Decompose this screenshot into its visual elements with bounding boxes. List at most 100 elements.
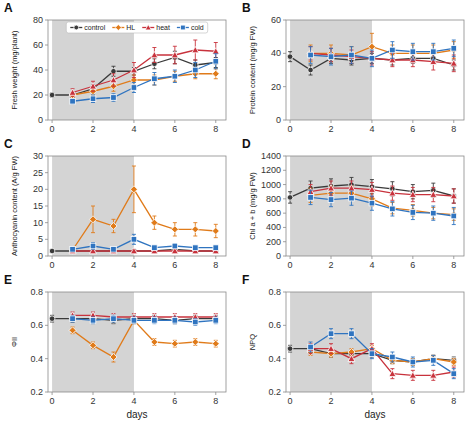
point-marker — [213, 318, 219, 324]
point-marker — [111, 247, 117, 253]
point-marker — [172, 73, 178, 79]
point-marker — [151, 339, 158, 346]
y-tick — [283, 20, 286, 21]
panel-label: A — [4, 1, 13, 15]
y-tick-label: 15 — [33, 201, 43, 211]
point-marker — [111, 316, 117, 322]
point-marker — [431, 210, 437, 216]
error-bar — [214, 317, 218, 324]
y-tick — [45, 392, 48, 393]
error-bar — [390, 42, 394, 59]
panel: 024680200400600800100012001400Chl a + b … — [242, 137, 464, 270]
error-bar — [452, 369, 456, 379]
error-bar — [411, 359, 415, 366]
x-tick — [133, 392, 134, 395]
series-line — [52, 58, 216, 96]
point-marker — [69, 327, 76, 334]
y-tick-label: 0 — [38, 251, 43, 261]
point-marker — [192, 47, 199, 53]
legend-label: control — [84, 24, 105, 31]
error-bar — [370, 349, 374, 359]
x-tick — [371, 256, 372, 259]
legend-item: HL — [112, 24, 135, 31]
legend-marker — [74, 25, 79, 30]
error-bar — [329, 48, 333, 65]
y-tick — [45, 292, 48, 293]
point-marker — [348, 355, 355, 361]
point-marker — [410, 359, 416, 365]
point-marker — [328, 185, 335, 191]
point-marker — [308, 195, 314, 201]
series-line — [73, 320, 216, 357]
x-tick — [174, 120, 175, 123]
y-tick — [45, 172, 48, 173]
x-tick-label: 8 — [213, 124, 218, 134]
point-marker — [390, 47, 396, 53]
plot-area — [287, 156, 457, 256]
x-tick-label: 6 — [410, 260, 415, 270]
y-axis-label: Fresh weight (mg/plant) — [10, 30, 19, 109]
y-tick — [45, 70, 48, 71]
point-marker — [409, 359, 416, 366]
y-tick — [45, 256, 48, 257]
point-marker — [151, 52, 158, 58]
x-tick-label: 2 — [91, 396, 96, 406]
point-marker — [369, 351, 375, 357]
error-bar — [309, 47, 313, 64]
x-tick-label: 8 — [213, 260, 218, 270]
point-marker — [110, 248, 117, 254]
panel-label: F — [242, 273, 249, 287]
plot-background — [286, 20, 464, 120]
x-tick — [453, 120, 454, 123]
y-tick — [45, 325, 48, 326]
point-marker — [193, 67, 199, 73]
point-marker — [368, 55, 375, 61]
y-tick — [283, 53, 286, 54]
error-bar — [288, 192, 292, 203]
error-bar — [111, 94, 115, 102]
point-marker — [111, 68, 117, 74]
x-tick — [290, 120, 291, 123]
point-marker — [90, 96, 96, 102]
y-tick-label: 800 — [266, 194, 281, 204]
y-tick — [45, 156, 48, 157]
y-tick-label: 60 — [271, 15, 281, 25]
point-marker — [410, 359, 416, 365]
error-bar — [411, 205, 415, 219]
point-marker — [110, 354, 117, 361]
x-tick-label: 0 — [50, 396, 55, 406]
y-tick — [45, 206, 48, 207]
y-tick — [45, 358, 48, 359]
y-axis-label: Anthocyanin content (A/g FW) — [10, 155, 19, 256]
legend: controlHLheatcold — [66, 22, 207, 33]
error-bar — [132, 317, 136, 324]
x-tick — [331, 120, 332, 123]
plot-area — [49, 292, 219, 392]
point-marker — [369, 56, 375, 62]
point-marker — [110, 77, 117, 83]
error-bar — [370, 50, 374, 67]
panel-label: E — [4, 273, 12, 287]
x-tick — [371, 120, 372, 123]
error-bar — [288, 345, 292, 352]
series-line — [73, 50, 216, 93]
x-tick-label: 0 — [50, 124, 55, 134]
point-marker — [172, 318, 178, 324]
x-tick — [174, 256, 175, 259]
y-tick — [283, 184, 286, 185]
error-bar — [431, 355, 435, 365]
x-axis-label: days — [126, 409, 147, 420]
y-axis-label: ΦII — [10, 337, 19, 347]
y-tick-label: 0.2 — [268, 387, 281, 397]
point-marker — [213, 245, 219, 251]
y-tick-label: 0.2 — [30, 387, 43, 397]
point-marker — [130, 67, 137, 73]
panel-label: D — [242, 137, 251, 151]
error-bar — [50, 315, 54, 322]
point-marker — [69, 247, 76, 254]
point-marker — [349, 52, 355, 58]
y-tick-label: 40 — [33, 65, 43, 75]
point-marker — [172, 318, 178, 324]
point-marker — [131, 248, 137, 254]
y-tick-label: 25 — [33, 168, 43, 178]
